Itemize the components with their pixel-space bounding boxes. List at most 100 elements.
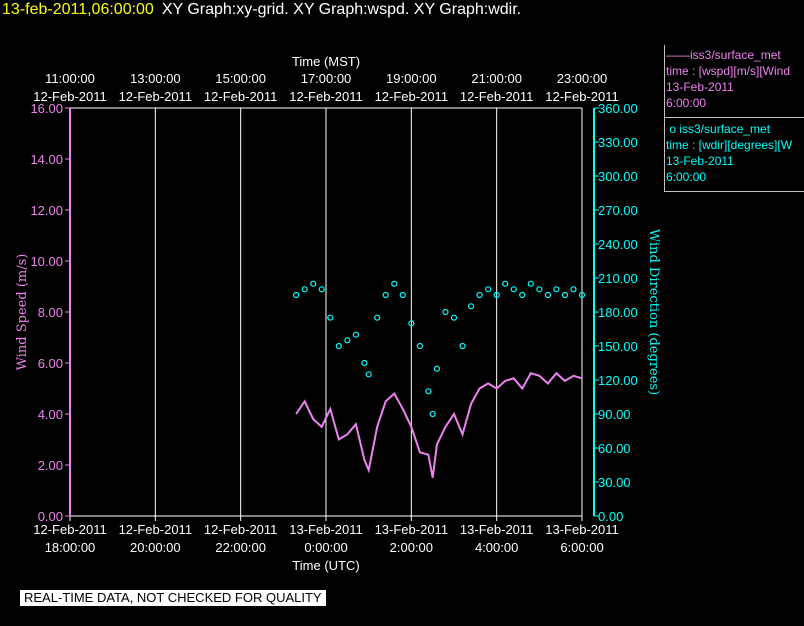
bottom-tick-time-3: 0:00:00 [304, 540, 347, 555]
right-tick-label-1: 30.00 [598, 475, 631, 490]
wdir-point-25 [493, 291, 500, 299]
wdir-point-2 [310, 280, 317, 287]
left-tick-label-8: 16.00 [30, 101, 63, 116]
legend-wdir-marker: o [666, 122, 680, 136]
wdir-point-13 [399, 291, 406, 299]
wdir-point-1 [301, 286, 308, 293]
wdir-point-11 [382, 291, 389, 299]
right-tick-label-6: 180.00 [598, 305, 638, 320]
bottom-tick-time-1: 20:00:00 [130, 540, 181, 555]
left-tick-label-5: 10.00 [30, 254, 63, 269]
wdir-point-23 [476, 291, 483, 299]
left-tick-label-2: 4.00 [38, 407, 63, 422]
wdir-point-19 [442, 308, 449, 316]
right-tick-label-11: 330.00 [598, 135, 638, 150]
legend-wspd-series: iss3/surface_met [690, 48, 781, 62]
bottom-tick-date-5: 13-Feb-2011 [460, 522, 533, 537]
bottom-tick-time-5: 4:00:00 [475, 540, 518, 555]
wdir-point-24 [485, 286, 492, 293]
bottom-tick-time-6: 6:00:00 [560, 540, 603, 555]
bottom-tick-time-2: 22:00:00 [215, 540, 266, 555]
top-tick-date-5: 12-Feb-2011 [460, 89, 533, 104]
right-tick-label-12: 360.00 [598, 101, 638, 116]
left-tick-label-3: 6.00 [38, 356, 63, 371]
right-tick-label-9: 270.00 [598, 203, 638, 218]
wdir-point-12 [391, 280, 398, 287]
top-tick-date-2: 12-Feb-2011 [204, 89, 277, 104]
left-axis-label: Wind Speed (m/s) [15, 254, 30, 371]
right-tick-label-4: 120.00 [598, 373, 638, 388]
right-tick-label-3: 90.00 [598, 407, 631, 422]
wdir-point-34 [570, 286, 577, 293]
right-tick-label-10: 300.00 [598, 169, 638, 184]
right-tick-label-7: 210.00 [598, 271, 638, 286]
legend-wdir-expr: time : [wdir][degrees][W [666, 138, 793, 152]
top-tick-time-1: 13:00:00 [130, 71, 181, 86]
right-tick-label-2: 60.00 [598, 441, 631, 456]
wdir-point-21 [459, 342, 466, 350]
right-tick-label-8: 240.00 [598, 237, 638, 252]
wdir-point-4 [327, 314, 334, 321]
wdir-point-20 [450, 314, 458, 321]
bottom-axis-label: Time (UTC) [292, 558, 359, 573]
quality-notice: REAL-TIME DATA, NOT CHECKED FOR QUALITY [20, 590, 326, 606]
wdir-point-27 [510, 286, 517, 293]
legend-wspd-line: —— [666, 48, 690, 62]
top-tick-date-1: 12-Feb-2011 [119, 89, 192, 104]
top-tick-time-4: 19:00:00 [386, 71, 437, 86]
top-tick-date-0: 12-Feb-2011 [33, 89, 106, 104]
top-tick-date-6: 12-Feb-2011 [545, 89, 618, 104]
legend-divider [664, 117, 804, 118]
top-tick-time-2: 15:00:00 [215, 71, 266, 86]
wdir-point-31 [544, 291, 551, 299]
legend-wspd-time: 6:00:00 [666, 96, 707, 110]
wdir-point-7 [352, 331, 359, 338]
wdir-point-8 [361, 359, 368, 367]
wdir-point-10 [374, 314, 381, 321]
bottom-tick-date-2: 12-Feb-2011 [204, 522, 277, 537]
wdir-point-22 [467, 303, 475, 310]
legend-wdir-date: 13-Feb-2011 [666, 154, 734, 168]
top-tick-date-3: 12-Feb-2011 [289, 89, 362, 104]
legend-wdir: o iss3/surface_met time : [wdir][degrees… [666, 121, 804, 185]
bottom-tick-date-1: 12-Feb-2011 [119, 522, 192, 537]
right-tick-label-5: 150.00 [598, 339, 638, 354]
wdir-point-14 [408, 320, 415, 327]
wdir-point-32 [553, 286, 560, 293]
legend-left-rule [664, 45, 665, 191]
right-tick-label-0: 0.00 [598, 509, 623, 524]
legend-wspd-date: 13-Feb-2011 [666, 80, 734, 94]
wspd-series-line [295, 371, 583, 478]
wdir-point-9 [365, 371, 372, 378]
top-tick-time-6: 23:00:00 [557, 71, 608, 86]
left-tick-label-7: 14.00 [30, 152, 63, 167]
title-bar: 13-feb-2011,06:00:00 XY Graph:xy-grid. XY… [2, 1, 521, 19]
wdir-point-17 [429, 410, 436, 418]
wdir-point-16 [425, 388, 432, 395]
wdir-point-5 [335, 342, 342, 350]
legend-wspd-expr: time : [wspd][m/s][Wind [666, 64, 791, 78]
wdir-point-30 [536, 286, 543, 293]
graph-list: XY Graph:xy-grid. XY Graph:wspd. XY Grap… [161, 1, 522, 18]
wdir-point-26 [502, 280, 509, 287]
right-axis-label: Wind Direction (degrees) [646, 229, 661, 395]
wdir-point-18 [433, 365, 441, 372]
left-tick-label-4: 8.00 [38, 305, 63, 320]
bottom-tick-date-0: 12-Feb-2011 [33, 522, 106, 537]
wdir-point-15 [416, 342, 423, 350]
bottom-tick-date-6: 13-Feb-2011 [545, 522, 618, 537]
left-tick-label-6: 12.00 [30, 203, 63, 218]
bottom-tick-time-0: 18:00:00 [45, 540, 96, 555]
left-tick-label-1: 2.00 [38, 458, 63, 473]
wdir-point-28 [519, 291, 526, 299]
wdir-point-3 [318, 286, 325, 293]
top-tick-time-5: 21:00:00 [471, 71, 522, 86]
bottom-tick-time-4: 2:00:00 [390, 540, 433, 555]
left-tick-label-0: 0.00 [38, 509, 63, 524]
top-tick-date-4: 12-Feb-2011 [375, 89, 448, 104]
top-axis-label: Time (MST) [292, 54, 360, 69]
bottom-tick-date-3: 13-Feb-2011 [289, 522, 362, 537]
legend-wdir-time: 6:00:00 [666, 170, 707, 184]
wdir-point-6 [344, 337, 351, 344]
